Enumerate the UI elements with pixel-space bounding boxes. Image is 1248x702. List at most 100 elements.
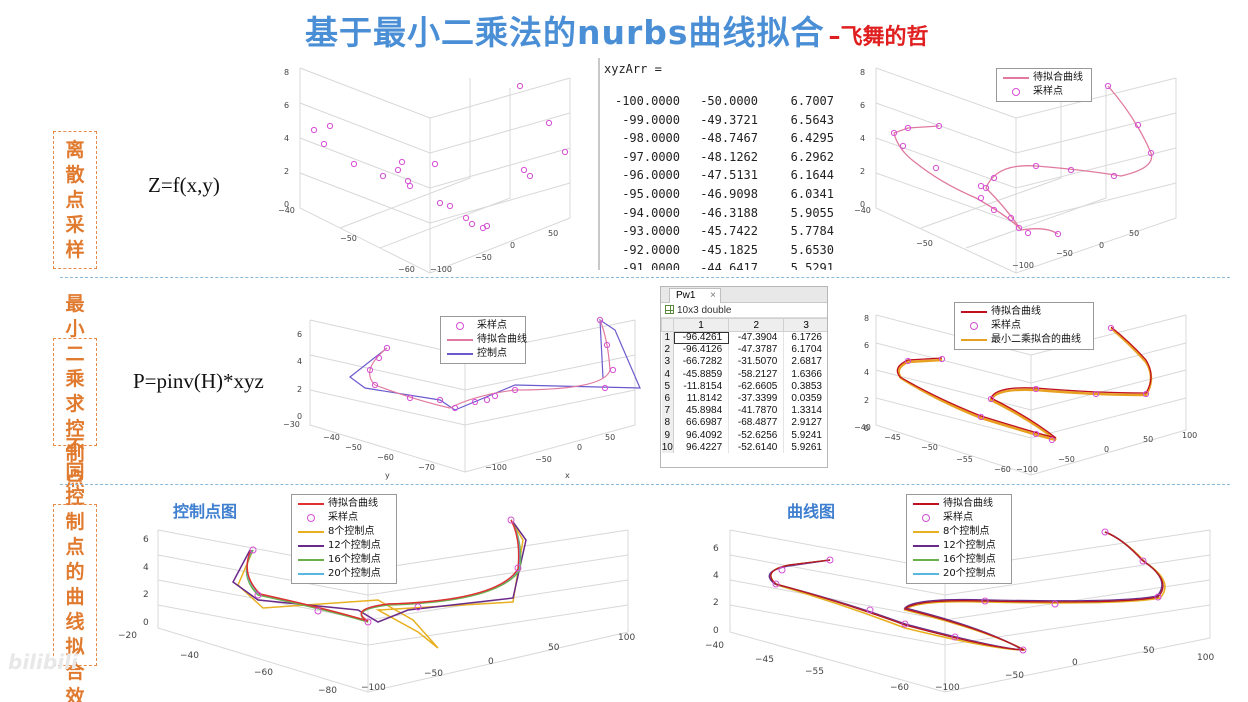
sample-point — [468, 220, 476, 228]
svg-text:4: 4 — [143, 563, 149, 573]
table-row[interactable]: 6 11.8142 -37.3399 0.0359 — [661, 392, 827, 405]
table-cell[interactable]: 96.4227 — [673, 441, 730, 454]
sample-point — [406, 182, 414, 190]
row-header: 5 — [661, 380, 674, 393]
sample-point — [1142, 390, 1150, 398]
table-cell[interactable]: 5.9261 — [783, 441, 827, 454]
sample-point — [379, 172, 387, 180]
sample-point — [436, 199, 444, 207]
console-row: -91.0000 -44.6417 5.5291 — [598, 261, 844, 270]
svg-text:−50: −50 — [345, 443, 362, 452]
table-cell[interactable]: -66.7282 — [673, 355, 730, 369]
sample-point — [1067, 166, 1075, 174]
table-cell[interactable]: -47.3787 — [728, 343, 785, 356]
sample-point — [1019, 646, 1027, 654]
table-cell[interactable]: -52.6140 — [728, 441, 785, 454]
row-header: 7 — [661, 404, 674, 417]
legend-mid-right: 待拟合曲线 采样点 最小二乘拟合的曲线 — [954, 302, 1094, 350]
console-cell: 6.5643 — [790, 112, 834, 127]
table-cell[interactable]: -41.7870 — [728, 404, 785, 417]
table-cell[interactable]: -45.8859 — [673, 368, 730, 381]
table-cell[interactable]: 5.9241 — [783, 429, 827, 442]
tab-pw1[interactable]: Pw1 × — [669, 288, 721, 303]
console-row: -99.0000 -49.3721 6.5643 — [598, 113, 844, 131]
svg-text:−45: −45 — [755, 655, 774, 665]
table-cell[interactable]: 2.6817 — [783, 355, 827, 369]
svg-text:0: 0 — [297, 412, 302, 421]
table-row[interactable]: 3 -66.7282 -31.5070 2.6817 — [661, 355, 827, 369]
watermark-logo: bilibili — [8, 650, 78, 674]
table-row[interactable]: 8 66.6987 -68.4877 2.9127 — [661, 416, 827, 429]
table-cell[interactable]: 0.0359 — [783, 392, 827, 405]
table-cell[interactable]: 96.4092 — [673, 429, 730, 442]
close-icon[interactable]: × — [710, 290, 716, 301]
table-cell[interactable]: 2.9127 — [783, 416, 827, 429]
svg-text:−60: −60 — [890, 683, 909, 693]
table-cell[interactable]: -58.2127 — [728, 368, 785, 381]
svg-text:−100: −100 — [1016, 465, 1038, 474]
sample-point — [1134, 121, 1142, 129]
legend-mid-left: 采样点 待拟合曲线 控制点 — [440, 316, 527, 364]
sample-point — [254, 591, 262, 599]
sample-point — [826, 556, 834, 564]
sample-point — [516, 82, 524, 90]
table-cell[interactable]: 66.6987 — [673, 416, 730, 429]
sample-point — [446, 202, 454, 210]
table-row[interactable]: 1 -96.4261 -47.3904 6.1726 — [661, 331, 827, 344]
console-cell: -46.3188 — [700, 205, 758, 220]
table-row[interactable]: 2 -96.4126 -47.3787 6.1704 — [661, 343, 827, 356]
section-divider — [60, 277, 1230, 278]
sample-point — [951, 633, 959, 641]
sample-point — [977, 182, 985, 190]
table-row[interactable]: 9 96.4092 -52.6256 5.9241 — [661, 429, 827, 442]
table-cell[interactable]: -11.8154 — [673, 380, 730, 393]
sample-point — [904, 357, 912, 365]
console-cell: -45.1825 — [700, 242, 758, 257]
sample-point — [371, 381, 379, 389]
table-cell[interactable]: -96.4261 — [673, 331, 730, 344]
table-row[interactable]: 7 45.8984 -41.7870 1.3314 — [661, 404, 827, 417]
table-cell[interactable]: -62.6605 — [728, 380, 785, 393]
table-cell[interactable]: -37.3399 — [728, 392, 785, 405]
console-row: -92.0000 -45.1825 5.6530 — [598, 243, 844, 261]
plot-least-squares: 8 6 4 2 0 −40 −45 −50 −55 −60 −100 −50 0 50 100 — [846, 300, 1236, 482]
table-cell[interactable]: 1.3314 — [783, 404, 827, 417]
table-row[interactable]: 4 -45.8859 -58.2127 1.6366 — [661, 368, 827, 381]
page-title: 基于最小二乘法的nurbs曲线拟合 –飞舞的哲 — [305, 6, 929, 58]
table-cell[interactable]: 11.8142 — [673, 392, 730, 405]
sample-point — [545, 119, 553, 127]
table-cell[interactable]: -52.6256 — [728, 429, 785, 442]
table-cell[interactable]: -31.5070 — [728, 355, 785, 369]
row-header: 1 — [661, 331, 674, 344]
sample-point — [394, 166, 402, 174]
console-cell: -47.5131 — [700, 168, 758, 183]
sample-point — [483, 222, 491, 230]
svg-text:50: 50 — [548, 229, 558, 238]
svg-text:x: x — [565, 471, 570, 480]
sample-point — [901, 620, 909, 628]
svg-text:−50: −50 — [1058, 455, 1075, 464]
svg-text:−40: −40 — [278, 206, 295, 215]
table-cell[interactable]: -47.3904 — [728, 331, 785, 344]
table-cell[interactable]: 1.6366 — [783, 368, 827, 381]
table-cell[interactable]: 6.1726 — [783, 331, 827, 344]
table-cell[interactable]: -96.4126 — [673, 343, 730, 356]
sample-point — [366, 366, 374, 374]
svg-text:100: 100 — [618, 633, 635, 643]
table-cell[interactable]: 0.3853 — [783, 380, 827, 393]
table-row[interactable]: 5 -11.8154 -62.6605 0.3853 — [661, 380, 827, 393]
formula-sampling: Z=f(x,y) — [148, 173, 220, 197]
table-cell[interactable]: 45.8984 — [673, 404, 730, 417]
table-row[interactable]: 10 96.4227 -52.6140 5.9261 — [661, 441, 827, 454]
table-cell[interactable]: -68.4877 — [728, 416, 785, 429]
section-divider — [60, 484, 1230, 485]
svg-text:−55: −55 — [956, 455, 973, 464]
sample-point — [1032, 162, 1040, 170]
svg-text:−50: −50 — [916, 239, 933, 248]
console-cell: 6.4295 — [790, 131, 834, 146]
console-row: -96.0000 -47.5131 6.1644 — [598, 168, 844, 186]
sample-point — [1051, 600, 1059, 608]
console-xyzArr: xyzArr = -100.0000 -50.0000 6.7007 -99.0000… — [598, 58, 844, 270]
table-cell[interactable]: 6.1704 — [783, 343, 827, 356]
